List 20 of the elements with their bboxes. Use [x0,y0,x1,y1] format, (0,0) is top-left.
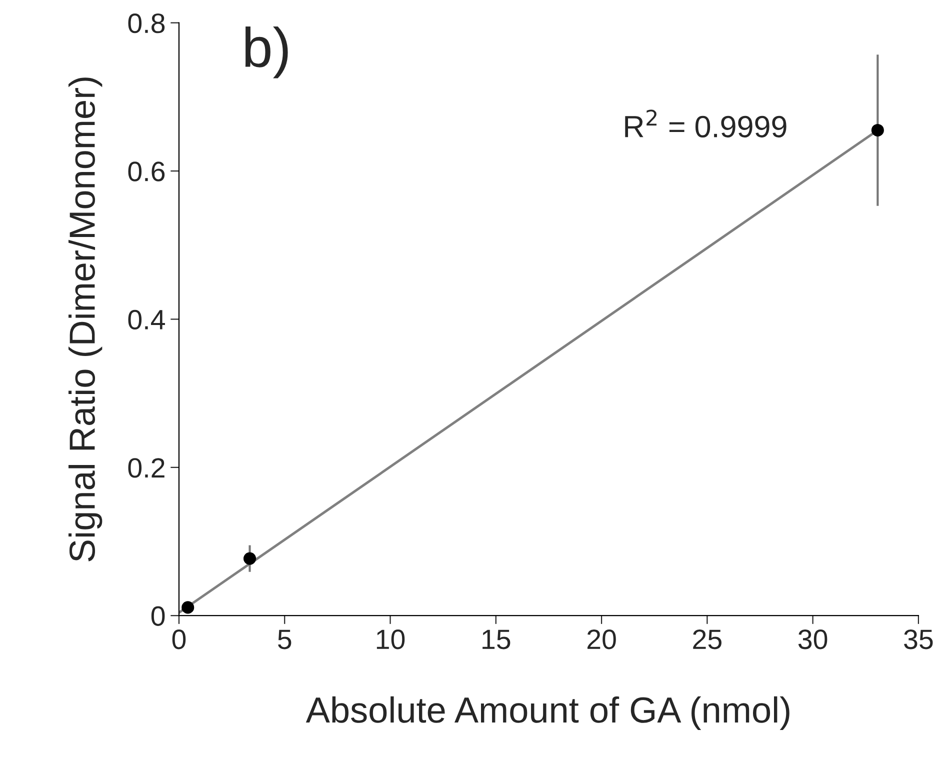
annotation: b) [245,26,288,78]
y-tick-label: 0 [151,606,165,626]
x-tick-label: 10 [376,630,405,650]
y-tick-label: 0.2 [128,458,164,478]
x-tick-label: 30 [798,630,828,650]
y-tick-label: 0.4 [128,310,165,330]
point [871,124,884,137]
x-tick-label: 15 [482,630,510,650]
y-axis-title: Signal Ratio (Dimer/Monomer) [68,78,102,562]
x-tick-label: 0 [172,630,186,650]
x-tick-label: 20 [587,630,616,650]
point [182,601,194,614]
annotation: R$^{2}$ = 0.9999 [625,110,786,138]
x-tick-label: 35 [904,630,933,650]
x-tick-label: 25 [693,630,722,650]
y-tick-label: 0.8 [128,13,165,34]
point [243,552,256,565]
y-tick-label: 0.6 [128,162,165,182]
x-tick-label: 5 [278,630,292,650]
x-axis-title: Absolute Amount of GA (nmol) [306,696,790,730]
